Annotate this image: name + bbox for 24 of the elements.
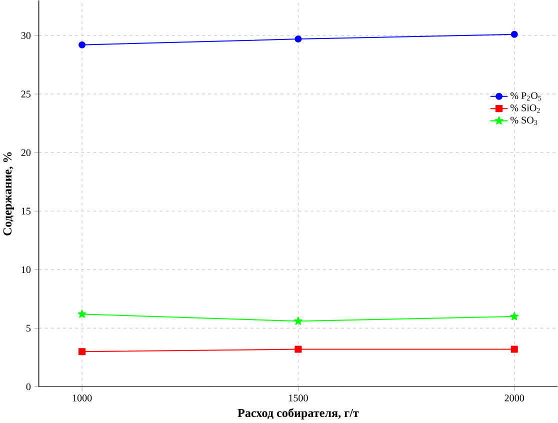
point: [294, 36, 302, 43]
y-tick-label: 30: [21, 32, 31, 39]
y-axis-title: Содержание, %: [3, 152, 14, 236]
point: [78, 310, 86, 318]
point: [78, 348, 86, 356]
x-axis-title: Расход собирателя, г/т: [238, 408, 359, 420]
y-tick-label: 5: [26, 324, 31, 332]
legend-label: % SiO$_{2}$: [510, 104, 540, 113]
y-tick-label: 20: [21, 149, 31, 156]
x-tick-label: 1500: [289, 394, 308, 402]
point: [510, 346, 518, 353]
y-tick-label: 25: [21, 90, 31, 98]
legend-label: % P$_{2}$O$_{5}$: [510, 92, 542, 101]
point: [510, 30, 518, 38]
legend-label: % SO$_{3}$: [510, 116, 538, 126]
point: [78, 41, 86, 48]
x-tick-label: 1000: [72, 394, 92, 402]
y-tick-label: 0: [26, 383, 31, 390]
point: [510, 312, 519, 320]
point: [294, 316, 302, 325]
point: [294, 346, 302, 353]
y-tick-label: 15: [22, 208, 31, 215]
y-tick-label: 10: [22, 266, 31, 274]
x-tick-label: 2000: [504, 394, 524, 402]
